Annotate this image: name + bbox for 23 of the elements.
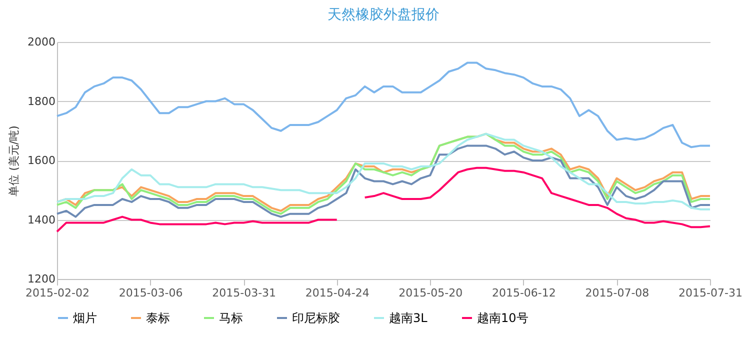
x-tick-label: 2015-04-24 (305, 286, 370, 300)
y-tick-label: 1400 (28, 213, 56, 226)
legend-label: 泰标 (146, 311, 170, 325)
x-tick-label: 2015-07-08 (585, 286, 650, 300)
x-tick-label: 2015-05-20 (398, 286, 463, 300)
x-tick-label: 2015-06-12 (492, 286, 556, 300)
line-series (56, 62, 711, 148)
legend-label: 越南3L (389, 311, 428, 325)
line-series (56, 144, 711, 218)
y-tick-label: 1800 (28, 94, 56, 108)
legend-label: 烟片 (73, 311, 97, 325)
x-tick-label: 2015-07-31 (678, 286, 742, 300)
x-tick-label: 2015-03-06 (118, 286, 183, 300)
y-tick-label: 1200 (28, 272, 56, 286)
y-axis-title: 单位 (美元/吨) (8, 126, 21, 196)
legend-label: 越南10号 (477, 311, 528, 325)
x-tick-label: 2015-03-31 (212, 286, 276, 300)
x-tick-label: 2015-02-02 (26, 286, 90, 300)
chart-title: 天然橡胶外盘报价 (328, 7, 440, 23)
legend-label: 印尼标胶 (292, 311, 340, 325)
y-tick-label: 2000 (28, 36, 56, 48)
legend-label: 马标 (219, 311, 243, 325)
y-tick-label: 1600 (28, 154, 56, 167)
